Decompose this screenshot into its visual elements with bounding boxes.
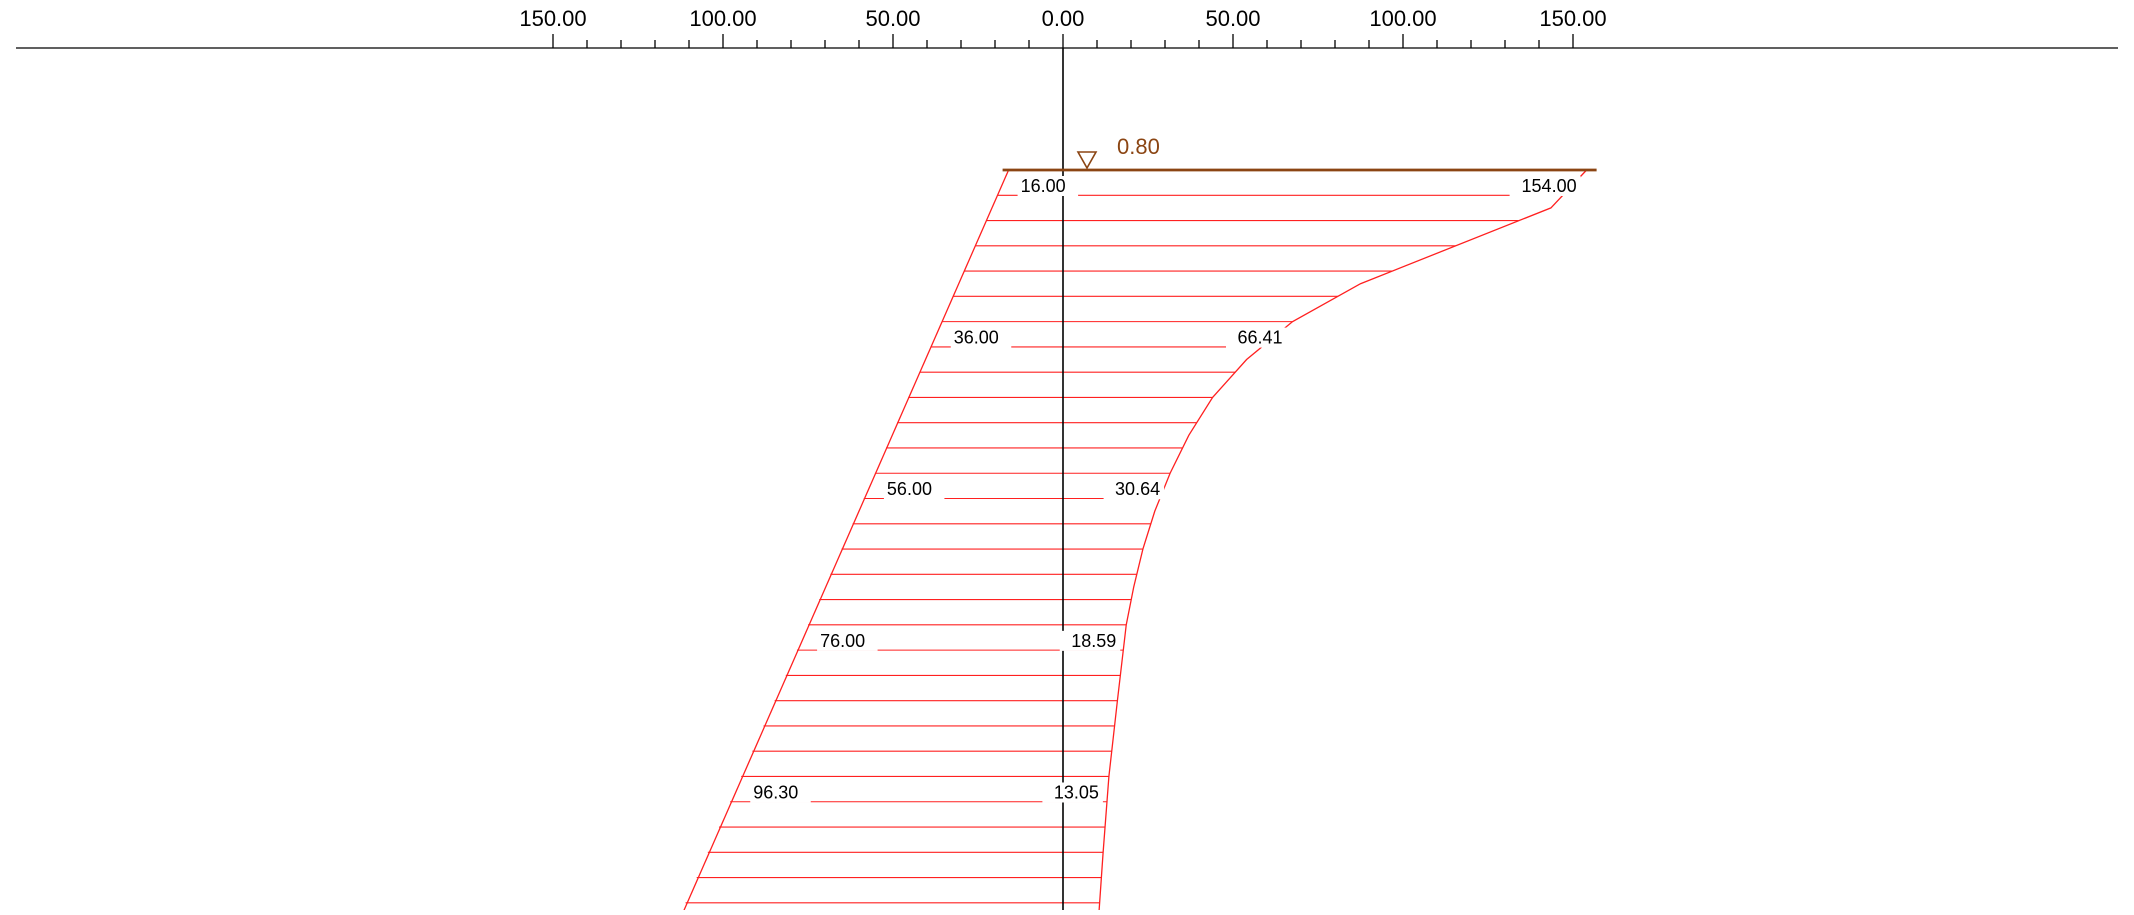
ruler-tick-label: 0.00 bbox=[1042, 6, 1085, 31]
label-bg bbox=[1103, 479, 1165, 500]
label-bg bbox=[1509, 176, 1581, 196]
label-bg bbox=[1042, 782, 1103, 803]
diagram-outlines bbox=[681, 169, 1588, 915]
left-value-label: 56.00 bbox=[887, 479, 932, 499]
left-value-label: 96.30 bbox=[753, 782, 798, 802]
label-bg bbox=[1059, 630, 1121, 651]
right-value-label: 66.41 bbox=[1237, 328, 1282, 348]
right-value-label: 13.05 bbox=[1054, 782, 1099, 802]
water-level-label: 0.80 bbox=[1117, 134, 1160, 159]
ruler-tick-label: 50.00 bbox=[1205, 6, 1260, 31]
right-outline bbox=[1098, 169, 1588, 915]
left-value-label: 16.00 bbox=[1021, 176, 1066, 196]
ruler-tick-label: 150.00 bbox=[519, 6, 586, 31]
label-bg bbox=[817, 630, 878, 651]
left-value-label: 36.00 bbox=[954, 328, 999, 348]
label-bg bbox=[1017, 176, 1079, 196]
top-ruler: 150.00 100.00 50.00 0.00 50.00 100.00 150.00 bbox=[16, 6, 2118, 49]
left-value-label: 76.00 bbox=[820, 631, 865, 651]
left-outline bbox=[681, 169, 1010, 915]
label-bg bbox=[883, 479, 945, 500]
label-bg bbox=[1226, 327, 1287, 348]
water-level: 0.80 bbox=[1002, 134, 1597, 172]
value-labels: 16.0036.0056.0076.0096.30114.29154.0066.… bbox=[683, 176, 1581, 915]
right-value-label: 30.64 bbox=[1115, 479, 1160, 499]
ruler-tick-label: 150.00 bbox=[1539, 6, 1606, 31]
right-value-label: 154.00 bbox=[1522, 176, 1577, 196]
hatch-lines bbox=[685, 194, 1563, 904]
water-level-triangle-icon bbox=[1076, 151, 1098, 170]
right-value-label: 18.59 bbox=[1071, 631, 1116, 651]
ruler-tick-label: 50.00 bbox=[865, 6, 920, 31]
label-bg bbox=[950, 327, 1012, 348]
ruler-tick-label: 100.00 bbox=[689, 6, 756, 31]
ruler-tick-label: 100.00 bbox=[1369, 6, 1436, 31]
label-bg bbox=[750, 782, 811, 803]
